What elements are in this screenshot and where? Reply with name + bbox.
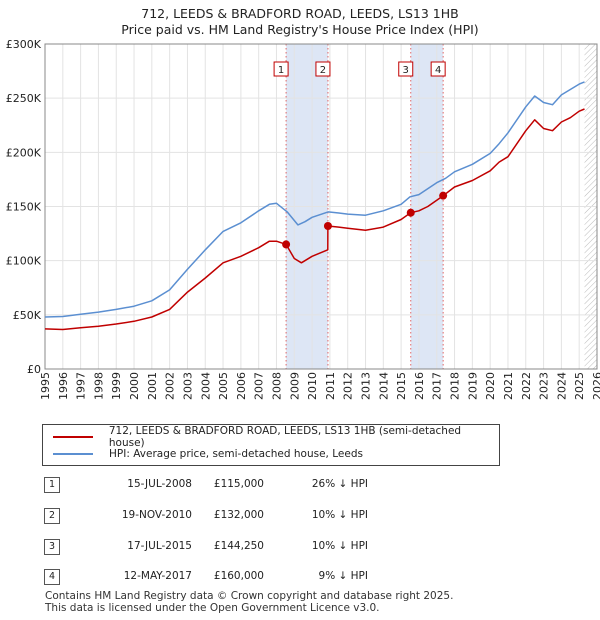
transaction-row: 4 12-MAY-2017 £160,000 9% ↓ HPI bbox=[42, 566, 422, 588]
x-tick-label: 2000 bbox=[128, 372, 141, 400]
x-tick-label: 2006 bbox=[235, 372, 248, 400]
chart-subtitle: Price paid vs. HM Land Registry's House … bbox=[121, 22, 479, 37]
transaction-date: 15-JUL-2008 bbox=[127, 478, 192, 490]
x-tick-label: 1998 bbox=[92, 372, 105, 400]
transaction-number: 1 bbox=[44, 477, 60, 493]
x-tick-label: 2005 bbox=[217, 372, 230, 400]
transaction-hpi-diff: 26% ↓ HPI bbox=[311, 478, 368, 490]
series-line bbox=[44, 108, 585, 331]
x-tick-label: 2015 bbox=[395, 372, 408, 400]
x-tick-label: 2018 bbox=[449, 372, 462, 400]
transaction-row: 1 15-JUL-2008 £115,000 26% ↓ HPI bbox=[42, 474, 422, 496]
x-tick-label: 2023 bbox=[538, 372, 551, 400]
x-tick-label: 2014 bbox=[377, 372, 390, 400]
x-tick-label: 2003 bbox=[181, 372, 194, 400]
x-tick-label: 2022 bbox=[520, 372, 533, 400]
sale-label: 4 bbox=[435, 65, 441, 76]
transaction-number: 2 bbox=[44, 508, 60, 524]
transaction-row: 3 17-JUL-2015 £144,250 10% ↓ HPI bbox=[42, 536, 422, 558]
transaction-date: 12-MAY-2017 bbox=[123, 570, 192, 582]
x-tick-label: 2002 bbox=[164, 372, 177, 400]
transaction-price: £144,250 bbox=[213, 540, 264, 552]
x-tick-label: 2010 bbox=[306, 372, 319, 400]
transaction-price: £115,000 bbox=[213, 478, 264, 490]
x-tick-label: 2019 bbox=[466, 372, 479, 400]
plot-frame bbox=[44, 43, 598, 370]
x-tick-label: 2013 bbox=[360, 372, 373, 400]
x-tick-label: 2004 bbox=[199, 372, 212, 400]
y-tick-label: £300K bbox=[6, 38, 42, 51]
y-tick-label: £200K bbox=[6, 146, 42, 159]
y-tick-label: £50K bbox=[13, 309, 42, 322]
sale-label: 1 bbox=[278, 65, 284, 76]
x-tick-label: 2012 bbox=[342, 372, 355, 400]
x-tick-label: 2007 bbox=[253, 372, 266, 400]
sale-point bbox=[282, 240, 291, 249]
transaction-price: £132,000 bbox=[213, 509, 264, 521]
legend-swatch-hpi bbox=[53, 453, 93, 455]
x-tick-label: 2020 bbox=[484, 372, 497, 400]
chart-title: 712, LEEDS & BRADFORD ROAD, LEEDS, LS13 … bbox=[141, 6, 459, 21]
x-tick-label: 2026 bbox=[591, 372, 600, 400]
transaction-price: £160,000 bbox=[213, 570, 264, 582]
transaction-row: 2 19-NOV-2010 £132,000 10% ↓ HPI bbox=[42, 505, 422, 527]
legend-item-hpi: HPI: Average price, semi-detached house,… bbox=[53, 446, 363, 462]
x-tick-label: 2021 bbox=[502, 372, 515, 400]
sale-label-box bbox=[430, 61, 446, 77]
x-tick-label: 2025 bbox=[573, 372, 586, 400]
y-tick-label: £100K bbox=[6, 255, 42, 268]
legend-item-property: 712, LEEDS & BRADFORD ROAD, LEEDS, LS13 … bbox=[53, 425, 499, 449]
sale-label: 2 bbox=[320, 65, 326, 76]
sale-point bbox=[439, 191, 448, 200]
x-tick-label: 2001 bbox=[146, 372, 159, 400]
sale-label: 3 bbox=[403, 65, 409, 76]
x-tick-label: 2016 bbox=[413, 372, 426, 400]
footer-copyright: Contains HM Land Registry data © Crown c… bbox=[45, 590, 454, 602]
transaction-hpi-diff: 10% ↓ HPI bbox=[311, 540, 368, 552]
y-tick-label: £250K bbox=[6, 92, 42, 105]
legend-label-property: 712, LEEDS & BRADFORD ROAD, LEEDS, LS13 … bbox=[108, 425, 462, 449]
x-tick-label: 1999 bbox=[110, 372, 123, 400]
x-tick-label: 2011 bbox=[324, 372, 337, 400]
series-line bbox=[44, 81, 585, 318]
y-tick-label: £150K bbox=[6, 201, 42, 214]
legend: 712, LEEDS & BRADFORD ROAD, LEEDS, LS13 … bbox=[42, 424, 500, 466]
transaction-date: 19-NOV-2010 bbox=[121, 509, 192, 521]
sale-label-box bbox=[398, 61, 414, 77]
price-chart: £0 £50K £100K £150K £200K £250K £300K 1995 1996 1… bbox=[6, 38, 600, 400]
x-tick-label: 2009 bbox=[288, 372, 301, 400]
transaction-hpi-diff: 10% ↓ HPI bbox=[311, 509, 368, 521]
transaction-date: 17-JUL-2015 bbox=[127, 540, 192, 552]
x-tick-label: 1996 bbox=[57, 372, 70, 400]
x-tick-label: 1995 bbox=[39, 372, 52, 400]
x-tick-label: 1997 bbox=[75, 372, 88, 400]
sale-point bbox=[406, 208, 415, 217]
sale-point bbox=[323, 222, 332, 230]
legend-label-hpi: HPI: Average price, semi-detached house,… bbox=[109, 448, 363, 460]
legend-swatch-property bbox=[53, 436, 93, 438]
y-tick-label: £0 bbox=[27, 363, 41, 376]
x-tick-label: 2008 bbox=[270, 372, 283, 400]
x-tick-label: 2017 bbox=[431, 372, 444, 400]
transaction-number: 3 bbox=[44, 539, 60, 555]
sale-label-box bbox=[315, 61, 331, 77]
footer-license: This data is licensed under the Open Gov… bbox=[45, 602, 380, 614]
x-tick-label: 2024 bbox=[555, 372, 568, 400]
transaction-number: 4 bbox=[44, 569, 60, 585]
sale-label-box bbox=[273, 61, 289, 77]
transaction-hpi-diff: 9% ↓ HPI bbox=[318, 570, 368, 582]
